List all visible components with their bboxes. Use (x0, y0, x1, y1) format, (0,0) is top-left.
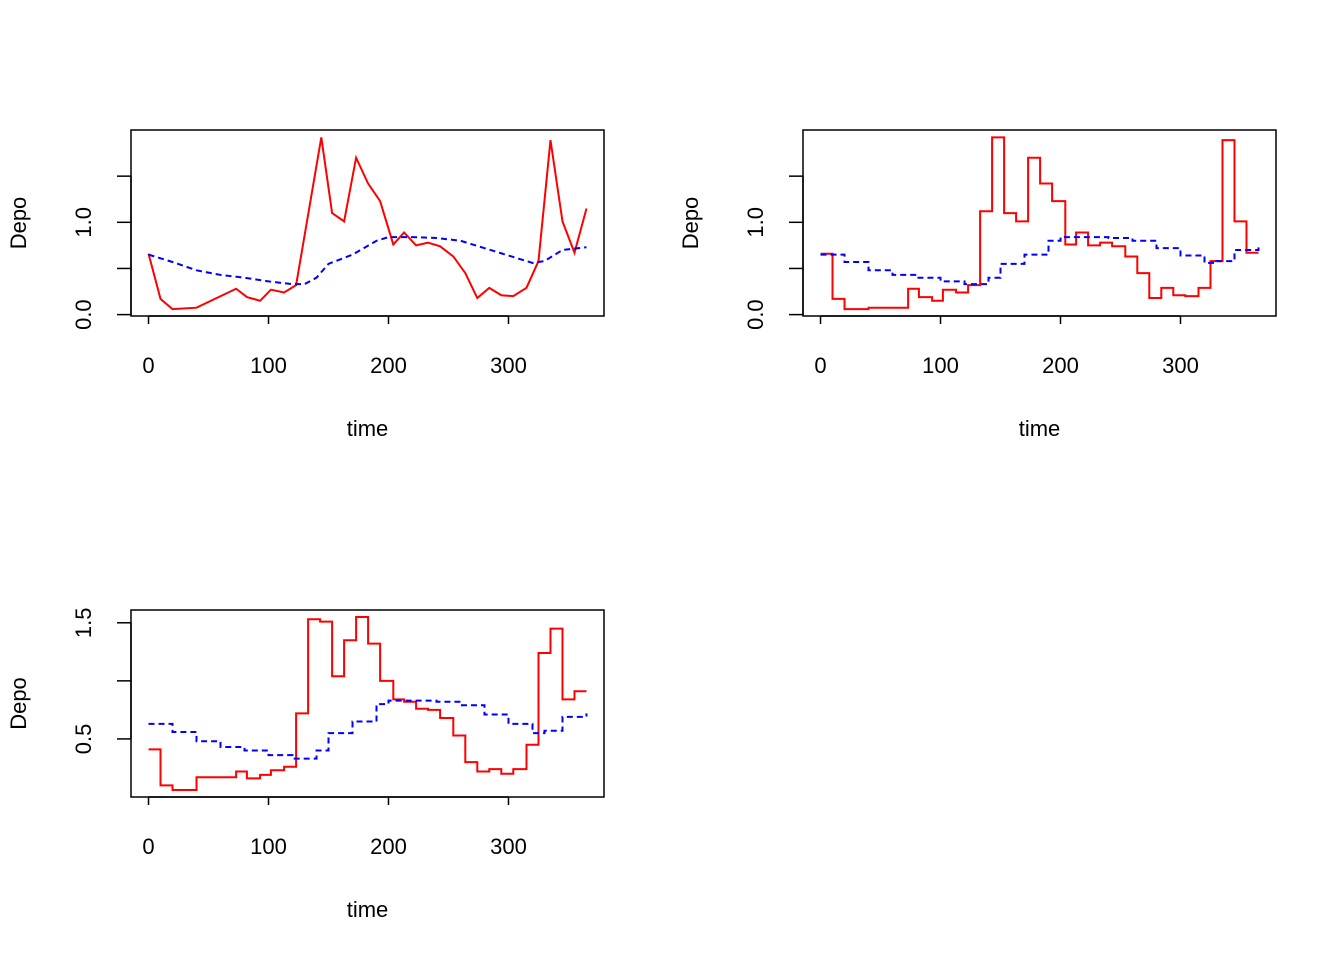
y-tick-label: 1.5 (71, 607, 96, 638)
x-tick-label: 200 (370, 834, 407, 859)
x-tick-label: 0 (142, 834, 154, 859)
y-tick-label: 0.5 (71, 724, 96, 755)
data-line (820, 236, 1260, 286)
x-tick-label: 0 (142, 353, 154, 378)
x-tick-label: 100 (250, 353, 287, 378)
y-tick-label: 1.0 (71, 207, 96, 238)
y-axis-label: Depo (678, 197, 703, 250)
y-tick-label: 0.0 (71, 299, 96, 330)
x-tick-label: 300 (490, 834, 527, 859)
data-line (148, 615, 587, 792)
y-axis-label: Depo (6, 197, 31, 250)
x-tick-label: 300 (1162, 353, 1199, 378)
data-line (147, 137, 588, 311)
x-tick-label: 0 (814, 353, 826, 378)
x-axis-label: time (1019, 416, 1061, 441)
x-tick-label: 200 (1042, 353, 1079, 378)
data-line (820, 136, 1259, 311)
x-tick-label: 100 (250, 834, 287, 859)
x-tick-label: 200 (370, 353, 407, 378)
data-line (148, 699, 588, 760)
data-line (148, 236, 587, 286)
x-axis-label: time (347, 416, 389, 441)
y-tick-label: 1.0 (743, 207, 768, 238)
y-axis-label: Depo (6, 677, 31, 730)
x-axis-label: time (347, 897, 389, 922)
x-tick-label: 300 (490, 353, 527, 378)
y-tick-label: 0.0 (743, 299, 768, 330)
plot-box (130, 129, 605, 317)
x-tick-label: 100 (922, 353, 959, 378)
